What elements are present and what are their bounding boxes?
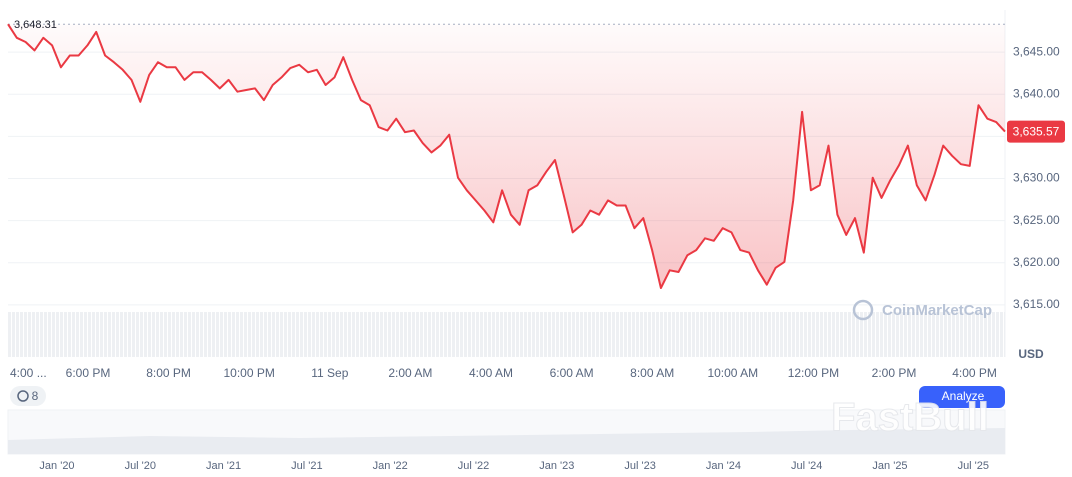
analyze-bg: [919, 386, 1005, 408]
overlay-watermark: FastBull: [831, 396, 989, 440]
navigator-label: Jul '23: [624, 460, 655, 472]
x-tick-label: 2:00 PM: [872, 366, 917, 380]
max-label: 3,648.31: [14, 19, 57, 31]
badge-icon: [17, 390, 29, 402]
y-tick-label: 3,620.00: [1013, 255, 1060, 269]
badge-text: 8: [32, 389, 39, 403]
watermark: CoinMarketCap: [852, 299, 992, 321]
y-tick-label: 3,615.00: [1013, 297, 1060, 311]
navigator-label: Jul '22: [458, 460, 489, 472]
last-price-label: 3,635.57: [1013, 125, 1060, 139]
y-tick-label: 3,625.00: [1013, 213, 1060, 227]
analyze-button[interactable]: Analyze: [919, 386, 1005, 408]
navigator-label: Jul '24: [791, 460, 822, 472]
x-tick-label: 8:00 PM: [146, 366, 191, 380]
x-tick-label: 12:00 PM: [788, 366, 839, 380]
navigator-label: Jul '21: [291, 460, 322, 472]
x-tick-label: 4:00 ...: [10, 366, 47, 380]
navigator-label: Jan '23: [539, 460, 574, 472]
y-tick-label: 3,630.00: [1013, 171, 1060, 185]
currency: USD: [1018, 347, 1044, 361]
x-tick-label: 4:00 PM: [952, 366, 997, 380]
x-tick-label: 2:00 AM: [388, 366, 432, 380]
x-tick-label: 4:00 AM: [469, 366, 513, 380]
last-price-box: [1007, 120, 1065, 143]
price-line: [7, 23, 1006, 289]
x-tick-label: 6:00 AM: [550, 366, 594, 380]
x-tick-label: 6:00 PM: [66, 366, 111, 380]
x-tick-label: 8:00 AM: [630, 366, 674, 380]
navigator-label: Jan '25: [872, 460, 907, 472]
navigator-label: Jan '21: [206, 460, 241, 472]
navigator-label: Jan '24: [706, 460, 741, 472]
navigator-label: Jul '25: [958, 460, 989, 472]
x-tick-label: 11 Sep: [311, 366, 348, 380]
navigator-area: [8, 428, 1005, 454]
x-tick-label: 10:00 PM: [224, 366, 275, 380]
navigator-label: Jul '20: [125, 460, 156, 472]
x-tick-label: 10:00 AM: [707, 366, 758, 380]
navigator-label: Jan '20: [39, 460, 74, 472]
analyze-text: Analyze: [942, 389, 985, 403]
y-tick-label: 3,645.00: [1013, 44, 1060, 58]
badge[interactable]: 8: [10, 386, 46, 406]
watermark-icon: [852, 299, 874, 321]
navigator-label: Jan '22: [373, 460, 408, 472]
volume-area: [8, 312, 1005, 357]
watermark-text: CoinMarketCap: [882, 302, 992, 319]
y-tick-label: 3,640.00: [1013, 86, 1060, 100]
